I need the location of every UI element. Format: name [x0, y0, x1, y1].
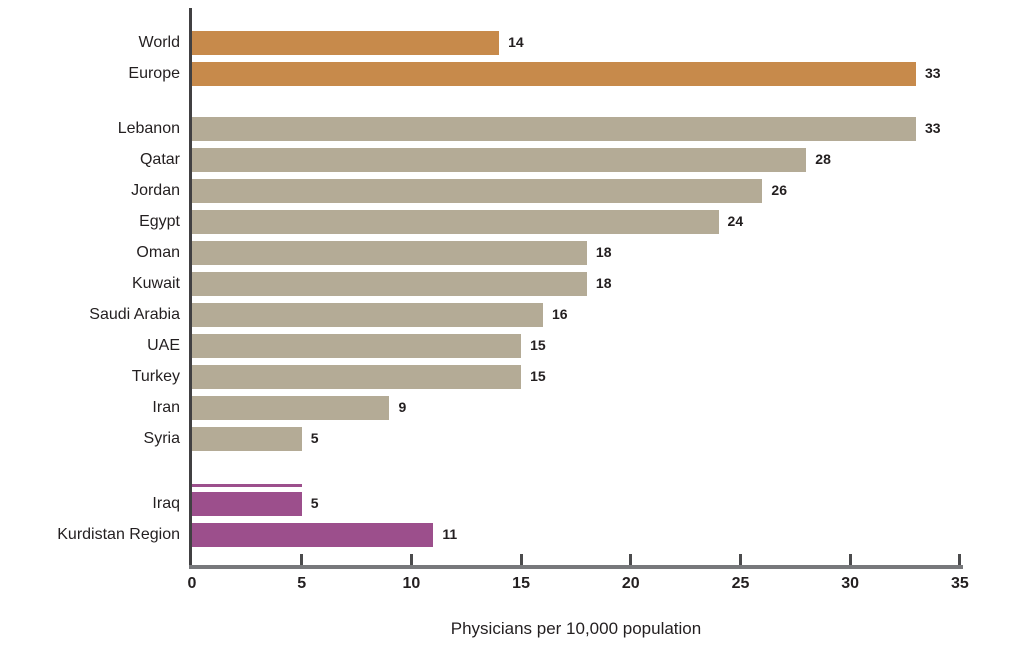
- value-label: 5: [310, 495, 319, 511]
- bar-row: Oman 18: [0, 237, 1015, 268]
- category-label: Iraq: [152, 495, 180, 512]
- category-label: Saudi Arabia: [89, 306, 180, 323]
- bar: [192, 364, 522, 389]
- bar-top-stripe: [192, 484, 302, 487]
- bar: [192, 491, 302, 516]
- bar: [192, 333, 522, 358]
- bar-row: Kurdistan Region 11: [0, 519, 1015, 550]
- bar-row: World 14: [0, 27, 1015, 58]
- category-label: Jordan: [131, 182, 180, 199]
- x-axis-title: Physicians per 10,000 population: [450, 619, 702, 638]
- x-tick-mark: [519, 554, 523, 565]
- value-label: 5: [310, 430, 319, 446]
- x-tick-label: 35: [950, 575, 969, 592]
- bar: [192, 209, 719, 234]
- value-label: 28: [815, 151, 831, 167]
- x-tick-label: 10: [402, 575, 421, 592]
- bar: [192, 178, 763, 203]
- bar: [192, 116, 916, 141]
- bar-row: UAE 15: [0, 330, 1015, 361]
- bar: [192, 426, 302, 451]
- bar: [192, 395, 390, 420]
- category-label: Iran: [152, 399, 180, 416]
- bar: [192, 240, 587, 265]
- value-label: 15: [530, 337, 546, 353]
- bar-row: Qatar 28: [0, 144, 1015, 175]
- category-label: Egypt: [139, 213, 180, 230]
- bar: [192, 61, 916, 86]
- x-axis-line: [189, 565, 963, 569]
- x-tick-label: 30: [841, 575, 860, 592]
- value-label: 18: [595, 244, 612, 260]
- category-label: Lebanon: [117, 120, 180, 137]
- x-tick-label: 15: [512, 575, 530, 592]
- value-label: 16: [552, 306, 568, 322]
- bar: [192, 522, 434, 547]
- bar-row: Jordan 26: [0, 175, 1015, 206]
- value-label: 14: [508, 34, 524, 50]
- bar-row: Saudi Arabia 16: [0, 299, 1015, 330]
- bar: [192, 147, 807, 172]
- category-label: Kuwait: [131, 275, 180, 292]
- x-tick-label: 0: [187, 575, 197, 592]
- x-tick-mark: [409, 554, 413, 565]
- category-label: Oman: [136, 244, 180, 261]
- bar-row: Iraq 5: [0, 484, 1015, 519]
- bar-row: Turkey 15: [0, 361, 1015, 392]
- bar-row: Egypt 24: [0, 206, 1015, 237]
- bar-row: Syria 5: [0, 423, 1015, 454]
- bar-row: Lebanon 33: [0, 113, 1015, 144]
- bar-row: Kuwait 18: [0, 268, 1015, 299]
- category-label: Europe: [128, 65, 180, 82]
- category-label: Syria: [143, 430, 180, 447]
- x-tick-mark: [848, 554, 852, 565]
- value-label: 24: [727, 213, 744, 229]
- value-label: 9: [398, 399, 407, 415]
- value-label: 33: [925, 65, 941, 81]
- y-axis-spine: [189, 8, 192, 569]
- category-label: UAE: [147, 337, 180, 354]
- category-label: Kurdistan Region: [57, 526, 180, 543]
- category-label: Turkey: [131, 368, 180, 385]
- x-tick-mark: [738, 554, 742, 565]
- bar: [192, 302, 544, 327]
- x-tick-label: 25: [731, 575, 750, 592]
- value-label: 33: [925, 120, 941, 136]
- value-label: 26: [771, 182, 787, 198]
- value-label: 18: [595, 275, 612, 291]
- category-label: World: [138, 34, 181, 51]
- x-tick-label: 5: [297, 575, 307, 592]
- value-label: 15: [530, 368, 546, 384]
- bar-row: Iran 9: [0, 392, 1015, 423]
- x-tick-mark: [629, 554, 633, 565]
- bar: [192, 30, 500, 55]
- value-label: 11: [442, 526, 458, 542]
- bar: [192, 271, 587, 296]
- x-tick-mark: [958, 554, 962, 565]
- bar-row: Europe 33: [0, 58, 1015, 89]
- category-label: Qatar: [139, 151, 180, 168]
- x-tick-mark: [300, 554, 304, 565]
- x-tick-label: 20: [621, 575, 640, 592]
